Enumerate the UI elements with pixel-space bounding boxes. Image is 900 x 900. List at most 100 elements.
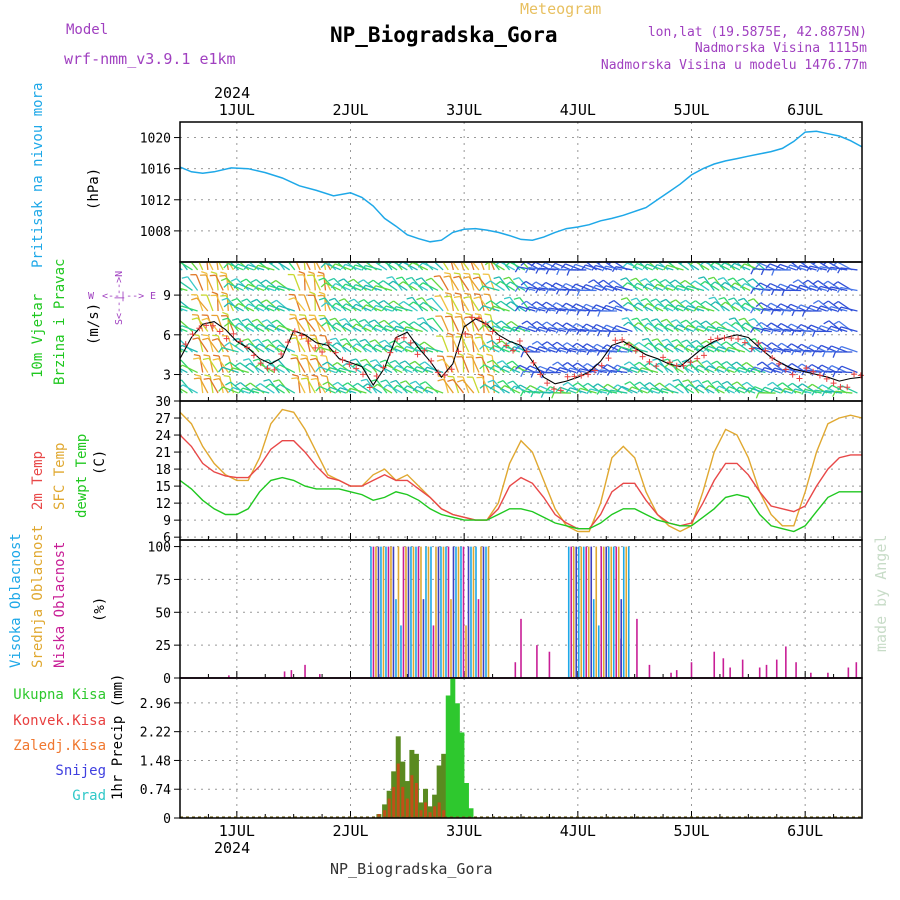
- gust-marker: [414, 351, 421, 358]
- wind-barb-flag: [693, 325, 699, 331]
- wind-barb-flag: [238, 387, 244, 394]
- legend-frozen-precip: Zaledj.Kisa: [13, 738, 106, 754]
- wind-barb-flag: [240, 278, 247, 283]
- wind-barb-flag: [457, 379, 464, 383]
- wind-barb-flag: [750, 268, 755, 275]
- wind-barb-flag: [566, 269, 570, 276]
- wind-barb: [675, 319, 690, 332]
- wind-barb-flag: [683, 305, 689, 311]
- wind-barb-flag: [339, 318, 346, 322]
- wind-barb: [716, 262, 725, 271]
- wind-barb-flag: [203, 354, 210, 357]
- wind-barb-flag: [223, 282, 229, 288]
- wind-barb: [471, 262, 480, 271]
- wind-barb: [462, 379, 475, 394]
- wind-barb-flag: [455, 312, 462, 316]
- wind-barb: [336, 262, 347, 271]
- wind-barb-flag: [241, 298, 248, 302]
- wind-barb: [249, 362, 265, 374]
- wind-barb: [423, 321, 439, 333]
- wind-barb: [610, 369, 628, 374]
- wind-barb: [610, 389, 628, 394]
- wind-barb: [452, 376, 460, 394]
- wind-barb-flag: [748, 338, 756, 341]
- wind-barb-flag: [832, 390, 837, 397]
- wind-barb-flag: [690, 300, 696, 305]
- wind-barb-flag: [274, 305, 280, 311]
- wind-barb-flag: [606, 370, 611, 377]
- wind-barb-flag: [556, 269, 560, 276]
- wind-barb: [459, 296, 470, 312]
- gust-marker: [325, 339, 332, 346]
- wind-barb-flag: [770, 387, 776, 393]
- wind-barb: [615, 285, 633, 292]
- wind-barb: [404, 360, 419, 374]
- wind-barb: [229, 341, 245, 353]
- wind-barb-flag: [406, 296, 413, 300]
- ytick-label: 1020: [140, 132, 171, 147]
- wind-barb-flag: [562, 361, 568, 367]
- wind-barb-flag: [358, 318, 365, 323]
- conv-precip-bar: [405, 798, 409, 818]
- wind-barb-flag: [506, 360, 513, 365]
- wind-barb-flag: [791, 310, 796, 317]
- wind-barb-flag: [221, 258, 226, 261]
- conv-precip-bar: [377, 814, 381, 818]
- wind-barb-flag: [622, 262, 628, 268]
- wind-barb-flag: [422, 366, 428, 373]
- wind-barb: [509, 262, 526, 271]
- wind-barb: [726, 262, 736, 271]
- wind-barb: [450, 294, 455, 312]
- wind-barb: [696, 339, 710, 353]
- wind-barb-flag: [349, 338, 356, 342]
- wind-barb-flag: [509, 385, 516, 391]
- wind-barb-flag: [372, 383, 378, 389]
- xtick-label-bottom: 2JUL: [332, 822, 368, 840]
- gust-marker: [571, 373, 578, 380]
- wind-barb-flag: [760, 386, 766, 393]
- wind-barb-flag: [642, 303, 649, 309]
- wind-barb-flag: [670, 299, 677, 304]
- wind-barb-flag: [780, 387, 786, 394]
- wind-barb-flag: [203, 377, 210, 380]
- conv-precip-bar: [437, 802, 441, 818]
- wind-barb-flag: [766, 342, 772, 347]
- wind-barb-flag: [274, 344, 280, 350]
- wind-barb-flag: [770, 328, 775, 335]
- wind-barb-flag: [530, 262, 536, 267]
- wind-barb-flag: [230, 262, 232, 263]
- wind-barb-flag: [241, 318, 248, 322]
- wind-barb: [628, 321, 643, 333]
- gust-marker: [250, 352, 257, 359]
- wind-barb-flag: [601, 324, 607, 330]
- legend-hail: Grad: [72, 788, 106, 804]
- meteogram-subtitle: Meteogram: [520, 0, 601, 18]
- wind-barb: [734, 302, 751, 312]
- wind-barb-flag: [602, 364, 608, 369]
- station-title: NP_Biogradska_Gora: [330, 23, 558, 47]
- wind-barb-flag: [495, 280, 501, 286]
- wind-barb-flag: [663, 323, 669, 329]
- wind-barb-flag: [744, 387, 750, 393]
- wind-barb: [303, 294, 311, 312]
- precip-ylabel: 1hr Precip (mm): [110, 674, 126, 800]
- wind-barb-flag: [786, 323, 792, 329]
- wind-barb-flag: [192, 337, 199, 340]
- wind-barb-flag: [520, 351, 524, 358]
- wind-barb: [279, 344, 296, 353]
- wind-barb-flag: [821, 390, 826, 397]
- wind-barb-flag: [775, 303, 782, 309]
- gust-marker: [496, 336, 503, 343]
- wind-barb: [374, 339, 388, 353]
- wind-barb-flag: [641, 337, 648, 341]
- wind-barb-flag: [812, 299, 819, 305]
- wind-barb-flag: [509, 326, 515, 333]
- wind-barb-flag: [514, 345, 520, 351]
- wind-barb-flag: [358, 299, 365, 303]
- wind-barb-flag: [608, 299, 615, 305]
- wind-barb-flag: [487, 379, 494, 383]
- wind-barb-flag: [812, 330, 816, 338]
- wind-barb: [590, 388, 607, 394]
- gust-marker: [816, 372, 823, 379]
- wind-barb-flag: [576, 387, 581, 394]
